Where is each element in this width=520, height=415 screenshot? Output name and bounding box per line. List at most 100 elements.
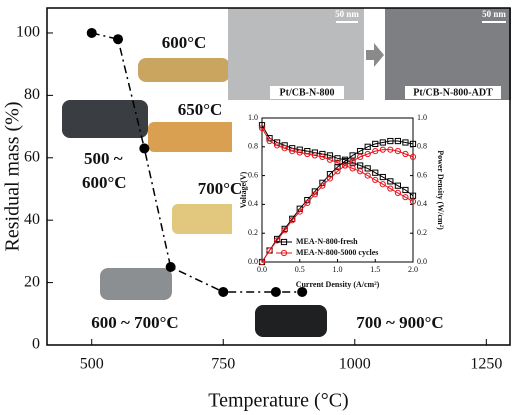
marker xyxy=(409,140,417,148)
x-tick-label: 2.0 xyxy=(408,265,418,274)
marker xyxy=(349,165,356,172)
marker xyxy=(364,165,371,172)
x-axis-label: Current Density (A/cm²) xyxy=(296,280,380,289)
marker xyxy=(280,238,288,246)
marker xyxy=(379,146,386,153)
marker xyxy=(394,189,401,196)
y-tick-label: 20 xyxy=(24,273,40,290)
y-tick-label: 0.2 xyxy=(248,228,258,237)
y2-tick-label: 1.0 xyxy=(417,113,427,122)
marker xyxy=(402,194,409,201)
marker xyxy=(394,182,401,189)
marker xyxy=(258,124,266,132)
x-tick-label: 0.5 xyxy=(295,265,305,274)
marker xyxy=(349,152,356,159)
x-axis-label: Temperature (°C) xyxy=(208,390,348,412)
marker xyxy=(139,143,150,154)
marker xyxy=(364,143,371,150)
marker xyxy=(394,148,401,155)
y2-tick-label: 0.0 xyxy=(417,257,427,266)
marker xyxy=(379,173,386,181)
y-tick-label: 0.8 xyxy=(248,142,258,151)
marker xyxy=(357,148,364,155)
marker xyxy=(304,199,311,207)
y2-tick-label: 0.2 xyxy=(417,228,427,237)
marker xyxy=(274,142,281,149)
label-box xyxy=(405,86,501,99)
marker xyxy=(402,186,409,194)
marker xyxy=(165,261,176,272)
marker xyxy=(372,148,379,155)
marker xyxy=(409,192,417,199)
marker xyxy=(357,153,364,160)
plot-frame xyxy=(46,7,511,346)
photo xyxy=(148,122,240,152)
marker xyxy=(304,150,311,158)
y-tick-label: 0 xyxy=(32,336,40,353)
marker xyxy=(296,208,303,215)
marker xyxy=(326,175,334,182)
marker xyxy=(326,171,334,178)
marker xyxy=(270,286,281,297)
marker xyxy=(334,159,341,166)
marker xyxy=(387,137,394,145)
marker xyxy=(394,137,401,145)
x-tick-label: 1250 xyxy=(470,356,502,373)
marker xyxy=(341,158,349,165)
x-tick-label: 1.0 xyxy=(333,265,343,274)
marker xyxy=(311,152,318,159)
x-tick-label: 750 xyxy=(211,356,235,373)
marker xyxy=(409,153,417,160)
marker xyxy=(289,217,296,224)
y-tick-label: 100 xyxy=(16,24,40,41)
marker xyxy=(326,152,334,159)
y2-axis-label: Power Density (W/cm²) xyxy=(436,150,445,230)
annotation: 650°C xyxy=(178,100,223,119)
marker xyxy=(364,172,371,179)
marker xyxy=(387,146,394,153)
marker xyxy=(372,140,379,148)
photo xyxy=(138,58,230,82)
marker xyxy=(364,150,371,158)
x-tick-label: 0.0 xyxy=(257,265,267,274)
tem-image xyxy=(385,8,511,100)
photo xyxy=(255,305,327,337)
annotations: 600°C 650°C 700°C 500 ~ 600°C 600 ~ 700°… xyxy=(82,9,506,332)
photo xyxy=(62,100,148,138)
marker xyxy=(266,137,273,145)
marker xyxy=(379,181,386,188)
marker xyxy=(372,176,379,184)
marker xyxy=(281,145,288,152)
marker xyxy=(341,162,349,169)
tem-image xyxy=(228,8,364,100)
marker xyxy=(334,168,341,175)
y-tick-label: 40 xyxy=(24,211,40,228)
chart-1: 0.0 0.5 1.0 1.5 2.00.00.20.40.60.81.00.00.20… xyxy=(239,113,445,289)
x-tick-label: 1000 xyxy=(339,356,371,373)
annotation: 500 ~ xyxy=(84,149,123,168)
marker xyxy=(357,168,364,175)
y-tick-label: 0.4 xyxy=(248,199,258,208)
annotation: 600°C xyxy=(162,33,207,52)
marker xyxy=(86,27,97,38)
y-tick-label: 60 xyxy=(24,148,40,165)
marker xyxy=(280,249,288,257)
legend-label: MEA-N-800-fresh xyxy=(296,237,358,246)
marker xyxy=(297,286,308,297)
marker xyxy=(409,198,417,205)
marker xyxy=(372,169,379,176)
y-axis-label: Residual mass (%) xyxy=(2,102,24,252)
marker xyxy=(266,247,273,254)
marker xyxy=(319,153,326,160)
marker xyxy=(379,139,386,146)
x-tick-label: 1.5 xyxy=(370,265,380,274)
annotation: Pt/CB-N-800-ADT xyxy=(413,87,493,98)
marker xyxy=(258,258,266,266)
legend-label: MEA-N-800-5000 cycles xyxy=(296,248,378,257)
marker xyxy=(274,237,281,244)
arrow xyxy=(366,43,384,67)
marker xyxy=(387,185,394,192)
y2-tick-label: 0.6 xyxy=(417,170,427,179)
